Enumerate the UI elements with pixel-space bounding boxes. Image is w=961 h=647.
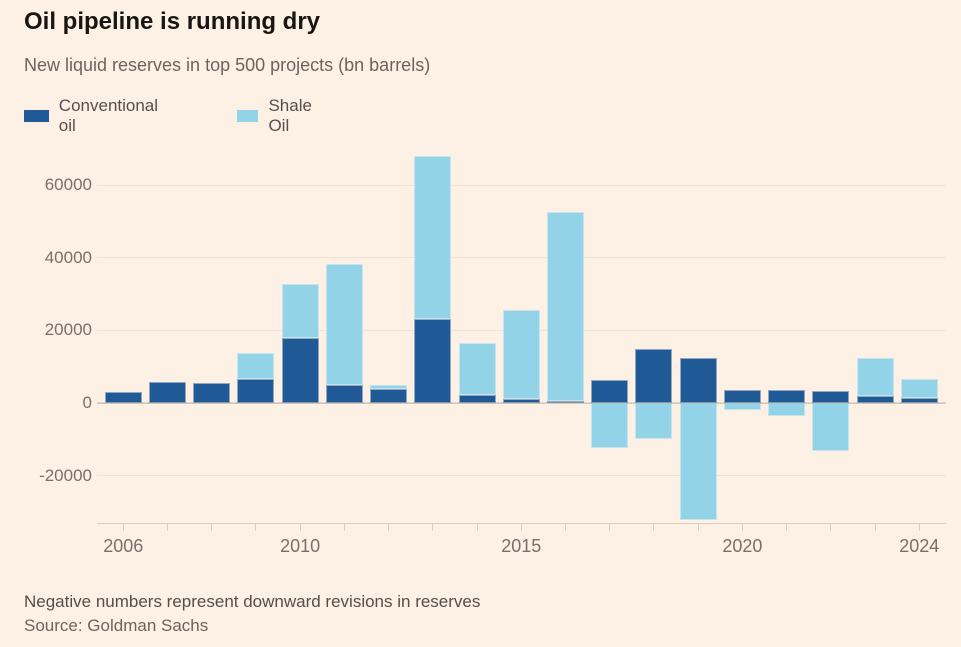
bar-segment-conventional-2011 bbox=[325, 385, 363, 403]
x-axis-tick bbox=[874, 524, 876, 531]
bar-segment-shale-2022 bbox=[812, 403, 850, 451]
bar-segment-conventional-2014 bbox=[458, 395, 496, 403]
x-axis-tick bbox=[388, 524, 390, 531]
bar-segment-shale-2010 bbox=[281, 284, 319, 338]
x-axis-tick bbox=[609, 524, 611, 531]
x-axis-tick bbox=[653, 524, 655, 531]
chart-footnote: Negative numbers represent downward revi… bbox=[24, 592, 481, 611]
bar-segment-conventional-2013 bbox=[414, 319, 452, 403]
x-axis-tick bbox=[786, 524, 788, 531]
legend-item-shale-oil: Shale Oil bbox=[237, 96, 319, 136]
bar-segment-conventional-2021 bbox=[768, 390, 806, 403]
x-axis-tick bbox=[432, 524, 434, 531]
gridline bbox=[97, 184, 946, 186]
bar-segment-shale-2011 bbox=[325, 264, 363, 386]
x-axis-label: 2015 bbox=[501, 536, 542, 556]
x-axis-tick bbox=[299, 524, 301, 531]
bar-segment-conventional-2016 bbox=[547, 401, 584, 404]
legend-label-conventional-oil: Conventional oil bbox=[58, 96, 159, 135]
bar-segment-shale-2017 bbox=[591, 403, 629, 448]
bar-segment-shale-2013 bbox=[414, 156, 452, 320]
zero-baseline bbox=[97, 402, 946, 404]
legend-swatch-shale-oil bbox=[237, 110, 259, 122]
bar-segment-conventional-2010 bbox=[281, 337, 319, 403]
y-axis-label: 40000 bbox=[44, 247, 92, 267]
gridline bbox=[97, 257, 946, 259]
bar-segment-conventional-2007 bbox=[149, 381, 187, 403]
bar-segment-shale-2024 bbox=[900, 378, 938, 398]
bar-segment-shale-2023 bbox=[856, 357, 894, 396]
x-axis-tick bbox=[167, 524, 169, 531]
gridline bbox=[97, 475, 946, 477]
bar-segment-conventional-2006 bbox=[104, 392, 142, 403]
bar-segment-conventional-2009 bbox=[237, 379, 275, 403]
bar-segment-conventional-2018 bbox=[635, 349, 673, 403]
bar-segment-conventional-2012 bbox=[370, 388, 408, 403]
x-axis-tick bbox=[741, 524, 743, 531]
x-axis-label: 2024 bbox=[899, 536, 940, 556]
bar-segment-shale-2018 bbox=[635, 403, 673, 440]
x-axis-tick bbox=[565, 524, 566, 531]
x-axis-tick bbox=[211, 524, 213, 531]
x-axis-label: 2006 bbox=[103, 536, 144, 556]
bar-segment-conventional-2020 bbox=[723, 390, 761, 403]
x-axis-tick bbox=[255, 524, 257, 531]
page-title: Oil pipeline is running dry bbox=[24, 8, 321, 35]
y-axis-label: -20000 bbox=[39, 465, 92, 485]
bar-segment-conventional-2015 bbox=[502, 399, 540, 403]
x-axis-tick bbox=[697, 524, 699, 531]
y-axis-label: 20000 bbox=[44, 320, 92, 340]
x-axis-label: 2020 bbox=[722, 536, 763, 556]
x-axis-tick bbox=[520, 524, 522, 531]
bar-segment-conventional-2024 bbox=[900, 397, 938, 403]
bar-segment-shale-2014 bbox=[458, 343, 496, 395]
x-axis-line bbox=[97, 523, 946, 524]
bar-segment-conventional-2022 bbox=[812, 390, 850, 403]
y-axis-label: 0 bbox=[82, 393, 92, 412]
bar-segment-shale-2021 bbox=[768, 403, 806, 417]
x-axis-tick bbox=[918, 524, 920, 531]
bar-segment-shale-2019 bbox=[679, 403, 717, 520]
x-axis-tick bbox=[830, 524, 832, 531]
chart-subtitle: New liquid reserves in top 500 projects … bbox=[24, 55, 431, 75]
bar-segment-shale-2015 bbox=[502, 309, 540, 400]
legend-label-shale-oil: Shale Oil bbox=[268, 96, 312, 135]
bar-segment-shale-2020 bbox=[723, 403, 761, 411]
x-axis-tick bbox=[476, 524, 478, 531]
bar-segment-conventional-2008 bbox=[193, 382, 231, 403]
bar-segment-conventional-2019 bbox=[679, 358, 717, 403]
bar-segment-conventional-2017 bbox=[591, 380, 629, 403]
legend-swatch-conventional-oil bbox=[24, 110, 49, 122]
chart-source: Source: Goldman Sachs bbox=[24, 616, 209, 635]
x-axis-tick bbox=[343, 524, 345, 531]
x-axis-tick bbox=[122, 524, 124, 531]
x-axis-label: 2010 bbox=[280, 536, 321, 556]
y-axis-label: 60000 bbox=[44, 175, 92, 195]
gridline bbox=[97, 402, 946, 404]
bar-segment-shale-2009 bbox=[237, 353, 275, 380]
legend-item-conventional-oil: Conventional oil bbox=[24, 96, 162, 136]
bar-segment-shale-2016 bbox=[547, 212, 584, 402]
bar-segment-shale-2012 bbox=[370, 384, 408, 389]
bar-segment-conventional-2023 bbox=[856, 395, 894, 403]
